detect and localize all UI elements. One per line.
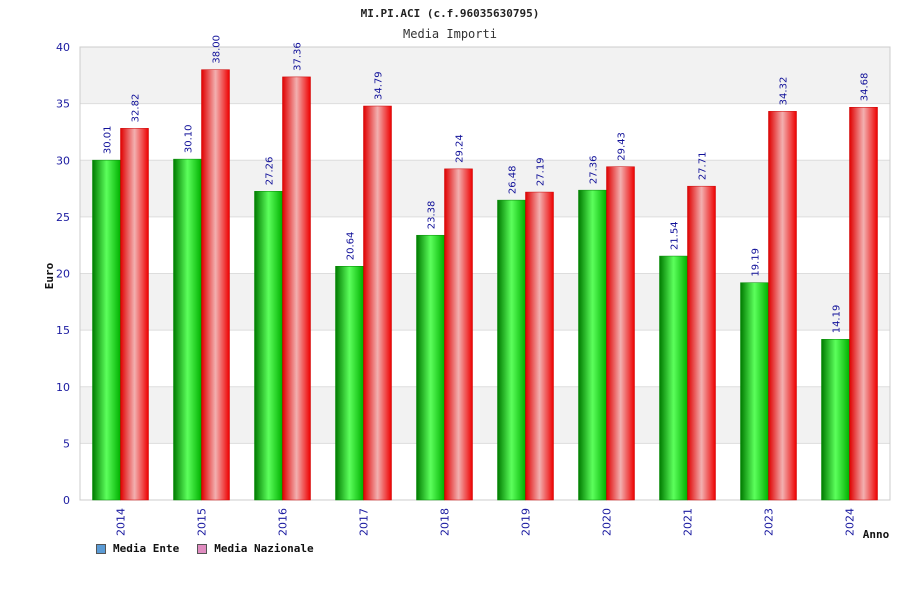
y-tick-label: 30 (56, 154, 70, 167)
bar-media-ente (740, 282, 769, 501)
x-tick-label: 2016 (277, 508, 290, 536)
data-label-media-ente: 26.48 (508, 165, 519, 194)
x-tick-label: 2014 (115, 508, 128, 536)
bars: 30.01 32.82 30.10 38.00 27.26 37.36 20.64 34.79… (92, 35, 878, 501)
bar-media-nazionale (768, 111, 797, 501)
plot-frame (79, 46, 891, 501)
data-label-media-nazionale: 32.82 (131, 94, 142, 123)
data-label-media-ente: 23.38 (427, 201, 438, 230)
bar-media-nazionale (687, 185, 716, 501)
legend-label-ente: Media Ente (113, 542, 180, 555)
bar-media-nazionale (201, 69, 230, 501)
data-label-media-ente: 21.54 (670, 221, 681, 250)
data-label-media-ente: 19.19 (751, 248, 762, 277)
legend-item-nazionale: Media Nazionale (197, 542, 314, 555)
data-label-media-nazionale: 29.24 (455, 134, 466, 163)
bar-media-ente (821, 339, 850, 501)
y-tick-label: 35 (56, 98, 70, 111)
y-tick-label: 10 (56, 381, 70, 394)
y-axis-label: Euro (43, 262, 56, 289)
data-label-media-nazionale: 38.00 (212, 35, 223, 64)
bar-media-nazionale (444, 168, 473, 501)
y-tick-label: 40 (56, 41, 70, 54)
chart-subtitle: Media Importi (403, 27, 497, 41)
data-label-media-ente: 27.26 (265, 157, 276, 186)
x-tick-label: 2017 (358, 508, 371, 536)
y-axis-ticks: 0 5 10 15 20 25 30 35 40 (56, 41, 70, 507)
bar-media-ente (254, 191, 283, 501)
bar-media-nazionale (282, 76, 311, 501)
data-label-media-nazionale: 27.71 (698, 152, 709, 181)
legend-swatch-ente (96, 543, 106, 554)
chart-title: MI.PI.ACI (c.f.96035630795) (361, 7, 540, 20)
data-label-media-ente: 27.36 (589, 156, 600, 185)
y-tick-label: 15 (56, 324, 70, 337)
data-label-media-nazionale: 34.79 (374, 71, 385, 100)
x-tick-label: 2024 (844, 508, 857, 536)
data-label-media-nazionale: 34.68 (860, 73, 871, 102)
x-tick-label: 2015 (196, 508, 209, 536)
bar-media-ente (173, 158, 202, 501)
bar-media-ente (497, 199, 526, 501)
x-axis-ticks: 2014 2015 2016 2017 2018 2019 2020 2021 2023 2024 (115, 508, 857, 536)
bar-media-ente (659, 255, 688, 501)
legend-swatch-nazionale (197, 543, 208, 554)
data-label-media-ente: 20.64 (346, 232, 357, 261)
x-axis-label: Anno (863, 528, 890, 541)
data-label-media-ente: 30.10 (184, 124, 195, 153)
data-label-media-nazionale: 34.32 (779, 77, 790, 106)
data-label-media-ente: 30.01 (103, 125, 114, 154)
x-tick-label: 2021 (682, 508, 695, 536)
x-tick-label: 2020 (601, 508, 614, 536)
data-label-media-nazionale: 29.43 (617, 132, 628, 161)
bar-media-nazionale (525, 191, 554, 501)
bar-media-nazionale (363, 105, 392, 501)
y-tick-label: 5 (63, 437, 70, 450)
data-label-media-nazionale: 27.19 (536, 157, 547, 186)
legend-label-nazionale: Media Nazionale (214, 542, 314, 555)
data-label-media-nazionale: 37.36 (293, 42, 304, 71)
bar-media-ente (416, 234, 445, 501)
y-tick-label: 20 (56, 268, 70, 281)
bar-media-ente (578, 189, 607, 501)
y-tick-label: 0 (63, 494, 70, 507)
data-label-media-ente: 14.19 (832, 305, 843, 334)
bar-media-ente (335, 266, 364, 501)
legend: Media Ente Media Nazionale (96, 542, 314, 555)
bar-media-nazionale (606, 166, 635, 501)
x-tick-label: 2023 (763, 508, 776, 536)
legend-item-ente: Media Ente (96, 542, 179, 555)
bar-media-nazionale (120, 128, 149, 501)
x-tick-label: 2019 (520, 508, 533, 536)
bar-media-nazionale (849, 106, 878, 501)
y-tick-label: 25 (56, 211, 70, 224)
x-tick-label: 2018 (439, 508, 452, 536)
bar-media-ente (92, 159, 121, 501)
